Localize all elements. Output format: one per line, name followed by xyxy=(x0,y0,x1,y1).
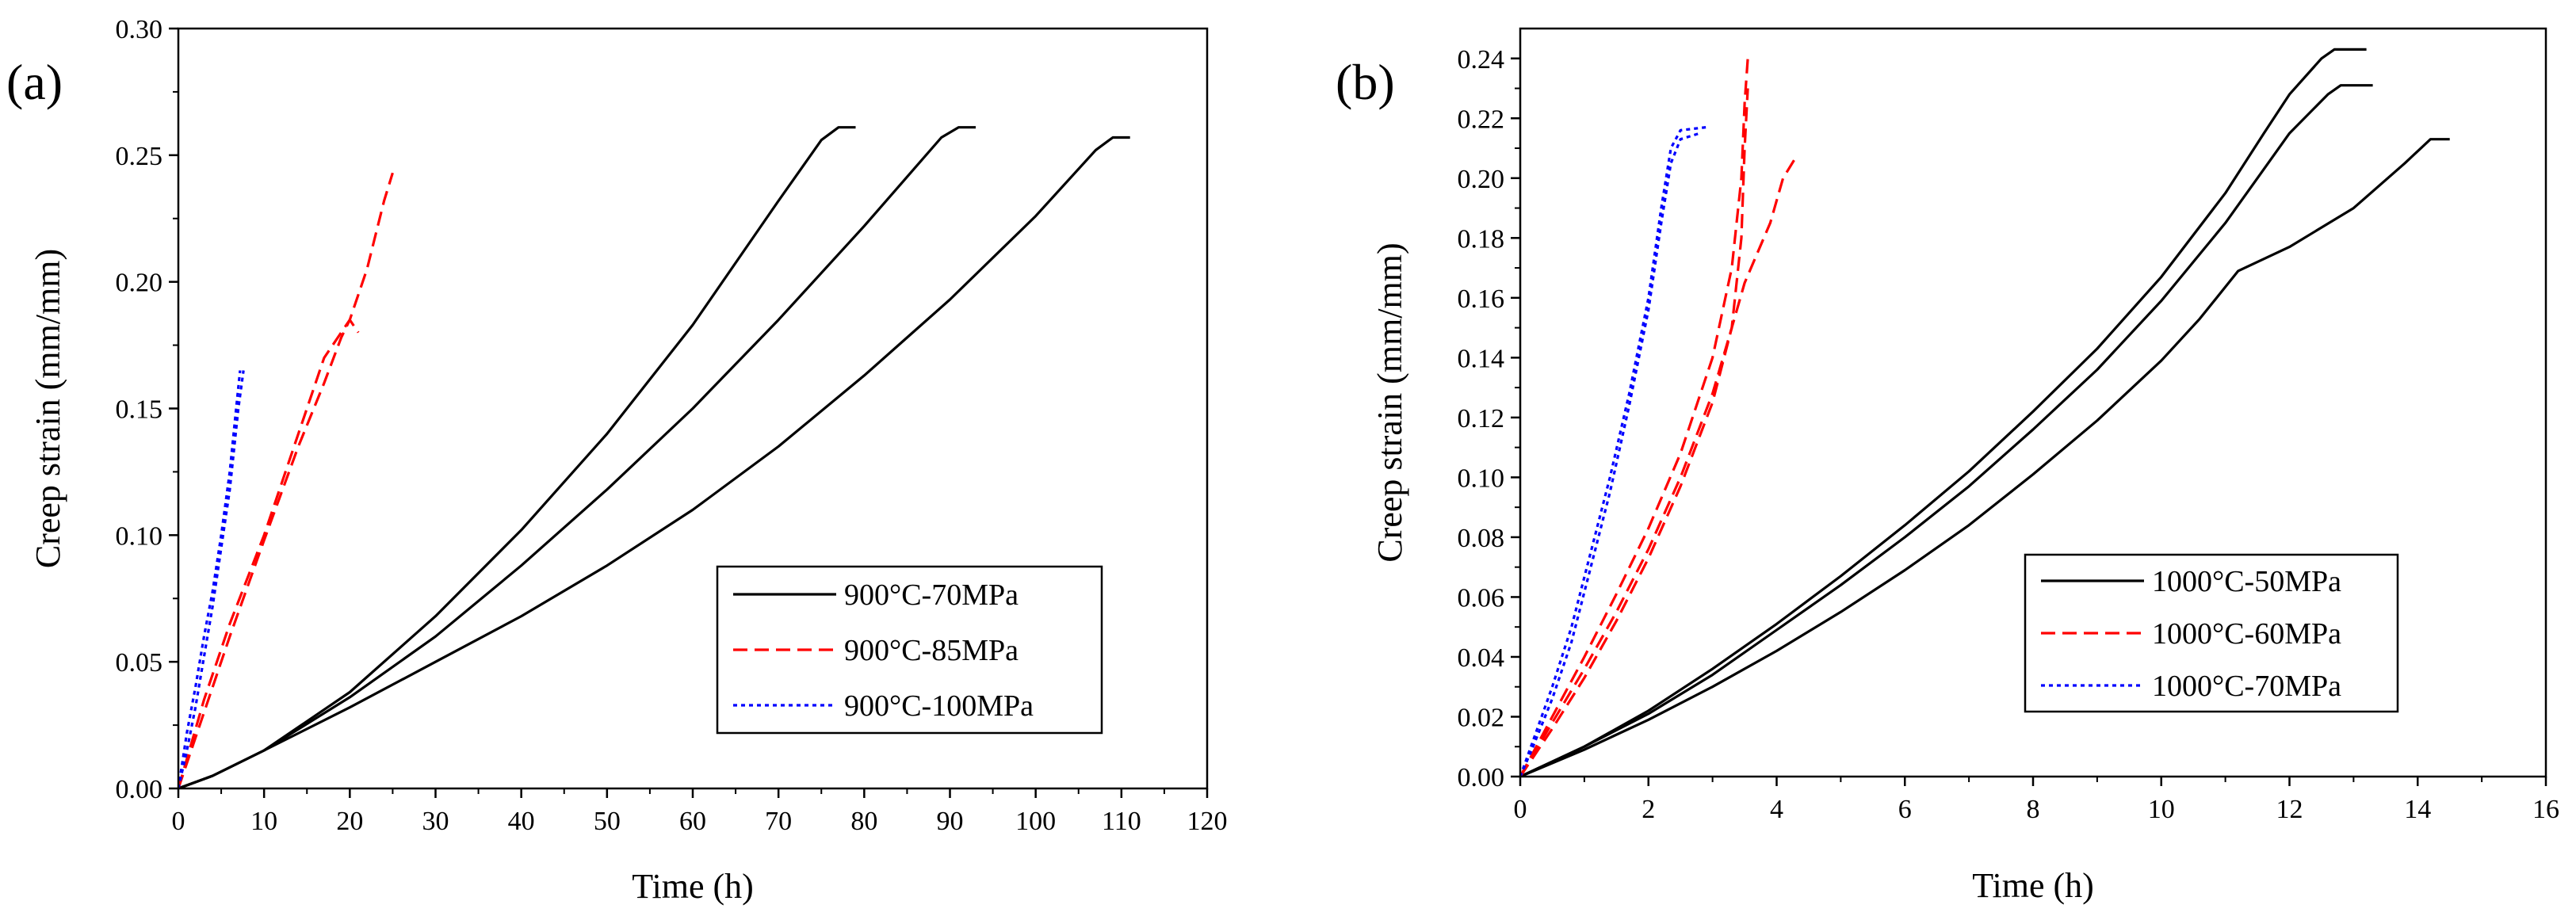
x-tick-label: 0 xyxy=(1514,795,1527,824)
y-tick-label: 0.10 xyxy=(116,521,163,551)
x-tick-label: 70 xyxy=(765,807,792,836)
x-tick-label: 30 xyxy=(422,807,449,836)
panel-a: (a) 0 10 20 30 40 50 60 70 80 90 100 110 120 0.00 0.05 0… xyxy=(6,15,1228,906)
x-tick-label: 14 xyxy=(2404,795,2431,824)
y-tick-label: 0.20 xyxy=(116,269,163,298)
series-group xyxy=(1520,48,2450,777)
y-tick-label: 0.06 xyxy=(1458,583,1505,613)
series-line-0-1 xyxy=(1520,84,2373,777)
series-line-0-2 xyxy=(1520,138,2450,777)
x-tick-label: 60 xyxy=(679,807,706,836)
x-tick-label: 12 xyxy=(2276,795,2303,824)
x-tick-label: 110 xyxy=(1102,807,1141,836)
legend-label-0: 1000°C-50MPa xyxy=(2152,565,2341,598)
x-tick-label: 40 xyxy=(508,807,535,836)
x-tick-label: 120 xyxy=(1187,807,1228,836)
series-line-1-4 xyxy=(1520,156,1798,777)
x-tick-label: 80 xyxy=(850,807,877,836)
y-tick-label: 0.16 xyxy=(1458,284,1505,314)
panel-label: (a) xyxy=(6,54,63,110)
series-line-1-3 xyxy=(178,172,394,788)
x-tick-label: 20 xyxy=(336,807,363,836)
y-tick-label: 0.20 xyxy=(1458,165,1505,194)
y-tick-label: 0.14 xyxy=(1458,344,1505,373)
y-tick-label: 0.12 xyxy=(1458,404,1505,433)
series-line-2-6 xyxy=(1520,126,1707,777)
x-tick-label: 0 xyxy=(172,807,185,836)
y-axis-title: Creep strain (mm/mm) xyxy=(29,249,67,568)
legend-label-2: 1000°C-70MPa xyxy=(2152,670,2341,703)
y-tick-label: 0.30 xyxy=(116,15,163,44)
legend-label-1: 900°C-85MPa xyxy=(844,634,1019,667)
series-line-1-3 xyxy=(1520,58,1749,777)
x-tick-label: 10 xyxy=(250,807,277,836)
legend-label-2: 900°C-100MPa xyxy=(844,689,1034,723)
x-tick-label: 90 xyxy=(937,807,964,836)
series-group xyxy=(178,126,1130,788)
series-line-0-2 xyxy=(178,136,1130,788)
y-tick-label: 0.25 xyxy=(116,142,163,171)
y-tick-label: 0.15 xyxy=(116,395,163,425)
x-tick-label: 8 xyxy=(2027,795,2040,824)
y-tick-label: 0.08 xyxy=(1458,524,1505,553)
series-line-2-7 xyxy=(1520,132,1700,777)
series-line-1-4 xyxy=(178,319,360,788)
series-line-2-6 xyxy=(178,370,245,788)
y-tick-label: 0.22 xyxy=(1458,105,1505,134)
y-tick-label: 0.24 xyxy=(1458,45,1505,74)
y-tick-label: 0.10 xyxy=(1458,464,1505,493)
y-tick-label: 0.00 xyxy=(116,775,163,804)
legend: 1000°C-50MPa 1000°C-60MPa 1000°C-70MPa xyxy=(2024,553,2399,713)
x-tick-label: 50 xyxy=(594,807,621,836)
y-tick-label: 0.04 xyxy=(1458,643,1505,673)
x-axis-title: Time (h) xyxy=(632,867,754,906)
series-line-1-5 xyxy=(1520,88,1749,777)
x-tick-label: 4 xyxy=(1770,795,1783,824)
y-tick-label: 0.18 xyxy=(1458,224,1505,254)
panel-label: (b) xyxy=(1336,54,1395,110)
series-line-2-5 xyxy=(178,370,242,788)
legend: 900°C-70MPa 900°C-85MPa 900°C-100MPa xyxy=(716,565,1103,735)
y-axis-title: Creep strain (mm/mm) xyxy=(1370,242,1409,562)
panel-b: (b) 0 2 4 6 8 10 12 14 16 0.00 0.02 0.04 0.06 0.08 0.10… xyxy=(1336,27,2559,905)
legend-label-1: 1000°C-60MPa xyxy=(2152,617,2341,651)
legend-label-0: 900°C-70MPa xyxy=(844,578,1019,612)
x-tick-label: 16 xyxy=(2532,795,2559,824)
x-tick-label: 100 xyxy=(1015,807,1056,836)
x-axis-title: Time (h) xyxy=(1972,866,2094,905)
y-tick-label: 0.02 xyxy=(1458,703,1505,732)
x-tick-label: 10 xyxy=(2148,795,2175,824)
series-line-0-0 xyxy=(1520,48,2367,777)
x-tick-label: 2 xyxy=(1642,795,1655,824)
x-tick-label: 6 xyxy=(1898,795,1912,824)
y-tick-label: 0.00 xyxy=(1458,763,1505,792)
y-tick-label: 0.05 xyxy=(116,648,163,678)
